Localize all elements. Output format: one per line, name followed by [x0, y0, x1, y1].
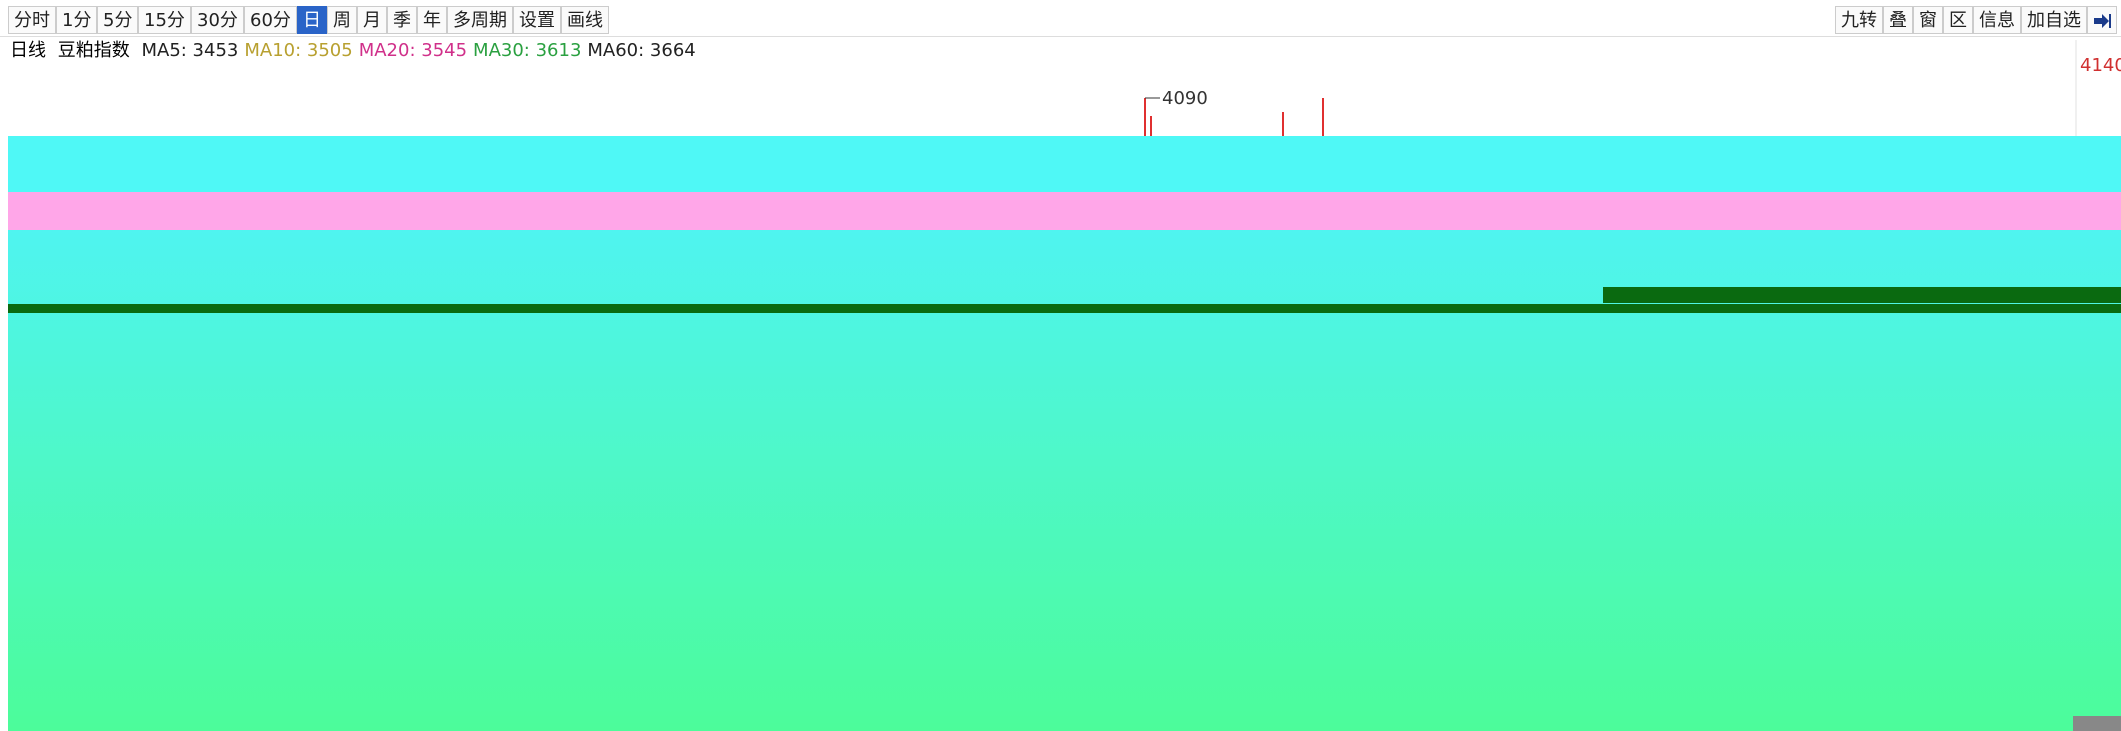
- chart-clean: [8, 66, 2076, 136]
- period-button[interactable]: 日: [297, 6, 327, 34]
- period: 日线: [10, 40, 46, 61]
- period-button[interactable]: 30分: [191, 6, 244, 34]
- exit-icon[interactable]: [2087, 6, 2117, 34]
- period-button[interactable]: 画线: [561, 6, 609, 34]
- corner-block: [2073, 716, 2121, 731]
- period-button[interactable]: 多周期: [447, 6, 513, 34]
- period-button[interactable]: 60分: [244, 6, 297, 34]
- period-button[interactable]: 季: [387, 6, 417, 34]
- info-bar: 日线 豆粕指数 MA5: 3453 MA10: 3505 MA20: 3545 MA3…: [10, 38, 702, 64]
- period-button[interactable]: 15分: [138, 6, 191, 34]
- period-button[interactable]: 设置: [513, 6, 561, 34]
- tool-button[interactable]: 窗: [1913, 6, 1943, 34]
- period-button[interactable]: 5分: [97, 6, 139, 34]
- glitch-green: [8, 230, 2121, 731]
- symbol: 豆粕指数: [57, 40, 130, 61]
- toolbar: 分时 1分 5分 15分 30分 60分日周月季年多周期 设置 画线 加自选 信息区窗叠九转: [0, 6, 2121, 37]
- ma-value: MA5: 3453: [141, 40, 239, 61]
- ma-value: MA30: 3613: [473, 40, 582, 61]
- tool-button[interactable]: 叠: [1883, 6, 1913, 34]
- tool-button[interactable]: 加自选: [2021, 6, 2087, 34]
- glitch-pink: [8, 192, 2121, 230]
- tool-button[interactable]: 区: [1943, 6, 1973, 34]
- ma-value: MA10: 3505: [244, 40, 353, 61]
- glitch-cyan: [8, 136, 2121, 192]
- tool-button[interactable]: 信息: [1973, 6, 2021, 34]
- period-button[interactable]: 年: [417, 6, 447, 34]
- ma-value: MA60: 3664: [587, 40, 696, 61]
- period-button[interactable]: 月: [357, 6, 387, 34]
- tool-button[interactable]: 九转: [1835, 6, 1883, 34]
- period-button[interactable]: 周: [327, 6, 357, 34]
- period-button[interactable]: 分时: [8, 6, 56, 34]
- glitch-dark-line: [8, 304, 2121, 313]
- ma-value: MA20: 3545: [358, 40, 468, 61]
- high-label: 4090: [1162, 88, 1208, 109]
- period-button[interactable]: 1分: [56, 6, 98, 34]
- price-label: 4140: [2080, 55, 2121, 76]
- glitch-dark-block: [1603, 287, 2121, 303]
